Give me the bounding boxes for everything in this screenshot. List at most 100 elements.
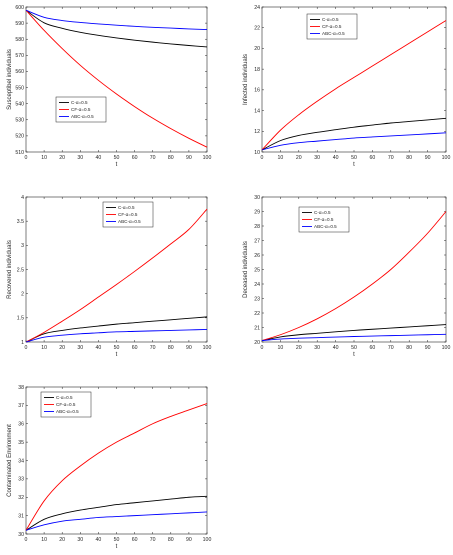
x-tick-label: 80: [406, 155, 412, 161]
x-tick-label: 30: [77, 537, 83, 543]
x-tick-label: 70: [150, 345, 156, 351]
x-tick-label: 20: [59, 155, 65, 161]
x-tick-label: 90: [425, 345, 431, 351]
y-tick-label: 20: [254, 340, 260, 346]
x-tick-label: 90: [186, 345, 192, 351]
chart-panel-2: 0 10 20 30 40 50 60 70 80 90 1001012141618202224tI…: [243, 5, 450, 168]
y-tick-label: 35: [18, 440, 24, 446]
x-tick-label: 20: [59, 537, 65, 543]
legend-entry: C-α=0.5: [56, 395, 73, 400]
x-tick-label: 50: [351, 345, 357, 351]
y-tick-label: 20: [254, 46, 260, 52]
x-tick-label: 10: [41, 345, 47, 351]
x-tick-label: 20: [59, 345, 65, 351]
legend-entry: C-α=0.5: [314, 210, 331, 215]
y-tick-label: 560: [15, 69, 24, 75]
series-line-1: [25, 9, 208, 48]
x-tick-label: 50: [351, 155, 357, 161]
y-tick-label: 31: [18, 513, 24, 519]
x-tick-label: 70: [388, 155, 394, 161]
y-tick-label: 2.5: [17, 267, 24, 273]
x-tick-label: 60: [370, 345, 376, 351]
x-tick-label: 80: [406, 345, 412, 351]
series-line-3: [25, 328, 208, 343]
y-tick-label: 16: [254, 88, 260, 94]
y-axis-label: Recovered individuals: [7, 240, 13, 299]
plot-area: [261, 6, 447, 153]
x-axis-label: t: [116, 162, 118, 168]
legend: C-α=0.5 CF-α=0.5 ABC-α=0.5: [40, 391, 92, 418]
y-axis-label: Deceased individuals: [243, 241, 249, 298]
x-tick-label: 80: [168, 155, 174, 161]
series-line-2: [25, 208, 208, 343]
series-line-1: [261, 117, 447, 151]
x-tick-label: 0: [25, 537, 28, 543]
x-tick-label: 70: [150, 537, 156, 543]
y-tick-label: 37: [18, 403, 24, 409]
y-tick-label: 12: [254, 129, 260, 135]
x-tick-label: 40: [96, 155, 102, 161]
x-tick-label: 30: [314, 155, 320, 161]
series-line-3: [25, 9, 208, 31]
x-tick-label: 80: [168, 537, 174, 543]
legend-entry: C-α=0.5: [71, 100, 88, 105]
x-tick-label: 30: [77, 155, 83, 161]
x-tick-label: 100: [203, 155, 212, 161]
x-tick-label: 30: [77, 345, 83, 351]
legend-entry: CF-α=0.5: [118, 212, 138, 217]
y-tick-label: 550: [15, 85, 24, 91]
y-tick-label: 3: [21, 243, 24, 249]
x-tick-label: 10: [278, 345, 284, 351]
series-line-1: [25, 495, 208, 531]
x-tick-label: 90: [186, 155, 192, 161]
y-tick-label: 21: [254, 325, 260, 331]
x-axis-label: t: [116, 544, 118, 550]
y-tick-label: 10: [254, 150, 260, 156]
y-tick-label: 510: [15, 150, 24, 156]
x-tick-label: 0: [261, 345, 264, 351]
legend-entry: CF-α=0.5: [56, 402, 76, 407]
y-tick-label: 24: [254, 282, 260, 288]
series-line-2: [261, 20, 447, 151]
legend: C-α=0.5 CF-α=0.5 ABC-α=0.5: [298, 206, 350, 233]
x-tick-label: 0: [25, 345, 28, 351]
x-tick-label: 50: [114, 537, 120, 543]
x-tick-label: 20: [296, 345, 302, 351]
legend: C-α=0.5 CF-α=0.5 ABC-α=0.5: [102, 201, 154, 228]
legend: C-α=0.5 CF-α=0.5 ABC-α=0.5: [306, 13, 358, 40]
x-axis-label: t: [353, 352, 355, 358]
y-tick-label: 1: [21, 340, 24, 346]
y-axis-label: Susceptibel individuals: [7, 49, 13, 110]
plot-area: [261, 196, 447, 343]
y-tick-label: 28: [254, 224, 260, 230]
y-tick-label: 3.5: [17, 219, 24, 225]
plot-area: [25, 6, 208, 153]
series-line-3: [25, 511, 208, 531]
y-tick-label: 520: [15, 134, 24, 140]
x-tick-label: 90: [186, 537, 192, 543]
y-tick-label: 4: [21, 195, 24, 201]
legend: C-α=0.5 CF-α=0.5 ABC-α=0.5: [55, 96, 107, 123]
legend-entry: C-α=0.5: [118, 205, 135, 210]
y-tick-label: 23: [254, 296, 260, 302]
series-line-2: [25, 9, 208, 148]
y-tick-label: 1.5: [17, 316, 24, 322]
y-tick-label: 29: [254, 209, 260, 215]
x-tick-label: 100: [442, 155, 451, 161]
y-tick-label: 38: [18, 385, 24, 391]
y-axis-label: Contaminated Environment: [7, 424, 13, 497]
x-tick-label: 60: [132, 155, 138, 161]
y-tick-label: 540: [15, 101, 24, 107]
y-tick-label: 30: [254, 195, 260, 201]
legend-entry: CF-α=0.5: [314, 217, 334, 222]
legend-entry: C-α=0.5: [322, 17, 339, 22]
x-tick-label: 0: [25, 155, 28, 161]
y-tick-label: 34: [18, 458, 24, 464]
x-tick-label: 50: [114, 345, 120, 351]
x-tick-label: 80: [168, 345, 174, 351]
x-tick-label: 10: [41, 537, 47, 543]
x-tick-label: 100: [203, 345, 212, 351]
y-tick-label: 24: [254, 5, 260, 11]
y-tick-label: 530: [15, 118, 24, 124]
x-axis-label: t: [116, 352, 118, 358]
